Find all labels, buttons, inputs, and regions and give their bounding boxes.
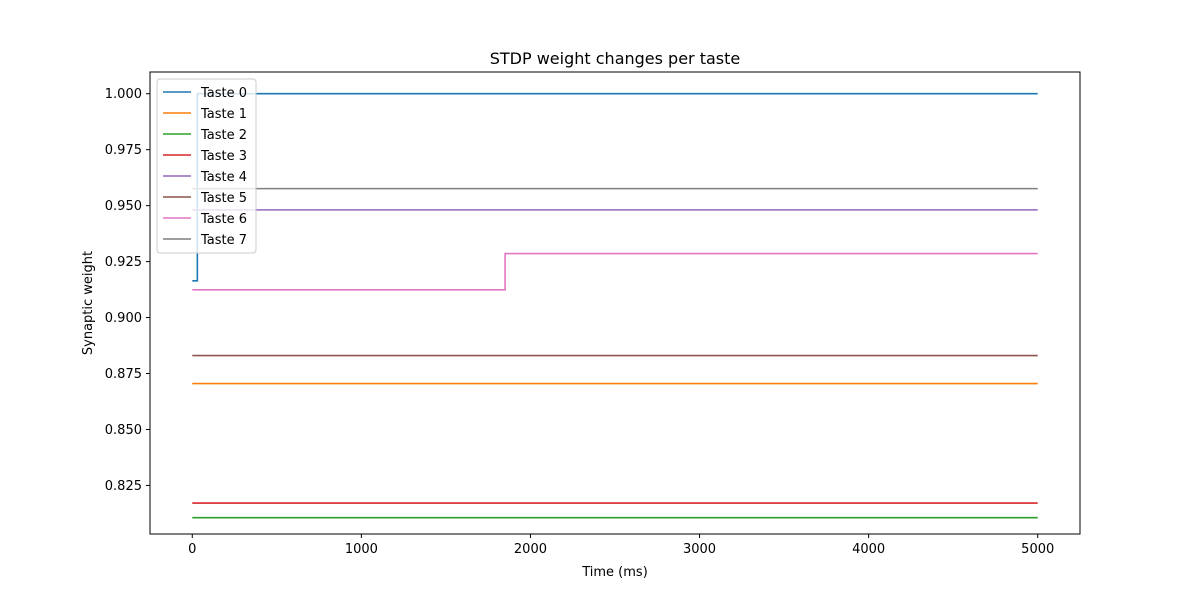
axes-layer: 0 1000 2000 3000 4000 5000 0.825 0.850 0.875 0.90… — [105, 71, 1081, 557]
y-tick-label: 0.825 — [105, 479, 142, 494]
legend-label-5: Taste 5 — [200, 191, 247, 206]
x-tick-label: 5000 — [1021, 542, 1054, 557]
y-tick-label: 0.875 — [105, 367, 142, 382]
series-line-6 — [192, 252, 1038, 291]
y-tick-label: 0.950 — [105, 199, 142, 214]
legend: Taste 0 Taste 1 Taste 2 Taste 3 Taste 4 Taste… — [156, 78, 257, 254]
x-axis-label: Time (ms) — [581, 565, 648, 580]
y-tick-label: 0.925 — [105, 255, 142, 270]
x-tick-label: 2000 — [514, 542, 547, 557]
series-layer — [192, 92, 1038, 519]
y-tick-label: 0.975 — [105, 143, 142, 158]
legend-label-3: Taste 3 — [200, 149, 247, 164]
x-tick-label: 1000 — [345, 542, 378, 557]
axes-frame — [149, 71, 1081, 535]
y-axis-label: Synaptic weight — [81, 251, 96, 355]
x-tick-label: 3000 — [683, 542, 716, 557]
y-tick-label: 1.000 — [105, 87, 142, 102]
legend-box — [156, 78, 257, 254]
chart-title: STDP weight changes per taste — [490, 49, 741, 68]
x-tick-label: 0 — [188, 542, 196, 557]
y-tick-label: 0.850 — [105, 423, 142, 438]
legend-label-1: Taste 1 — [200, 107, 247, 122]
legend-label-7: Taste 7 — [200, 233, 247, 248]
legend-label-0: Taste 0 — [200, 86, 247, 101]
legend-label-4: Taste 4 — [200, 170, 247, 185]
legend-label-2: Taste 2 — [200, 128, 247, 143]
legend-label-6: Taste 6 — [200, 212, 247, 227]
y-tick-label: 0.900 — [105, 311, 142, 326]
x-tick-label: 4000 — [852, 542, 885, 557]
